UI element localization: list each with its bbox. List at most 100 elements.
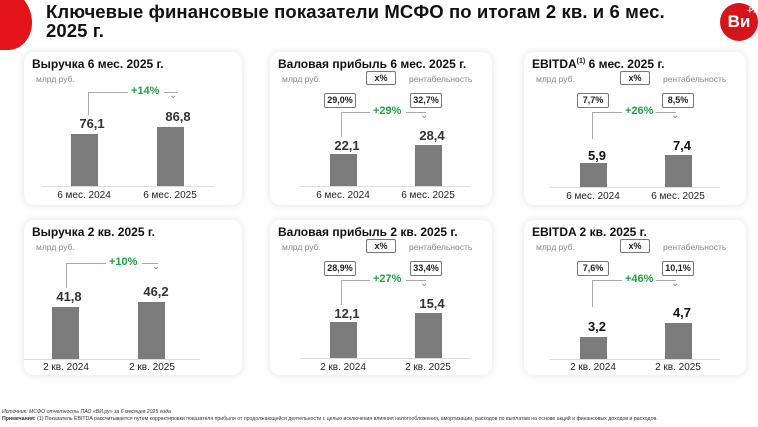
margin-box: 28,9%: [324, 261, 356, 276]
growth-label: +46%: [622, 273, 657, 285]
category-label: 2 кв. 2025: [129, 362, 175, 373]
arrow-down-icon: ⌄: [420, 278, 429, 289]
margin-box: 10,1%: [662, 261, 694, 276]
bar-value: 4,7: [672, 305, 692, 320]
card-ebitda-q2: EBITDA 2 кв. 2025 г. млрд руб. x% рентаб…: [524, 220, 746, 375]
margin-legend-box: x%: [620, 239, 650, 253]
footnote-ref: (1): [576, 58, 586, 65]
margin-box: 29,0%: [324, 93, 356, 108]
growth-label: +26%: [622, 105, 657, 117]
growth-label: +10%: [106, 256, 141, 268]
arrow-down-icon: ⌄: [671, 110, 680, 121]
brand-logo: Ви .ру: [720, 3, 758, 41]
card-title-rest: 6 мес. 2025 г.: [585, 57, 665, 71]
growth-bracket: [592, 280, 623, 307]
card-title: EBITDA 2 кв. 2025 г.: [532, 225, 647, 239]
source-text: Источник: МСФО отчетность ПАО «ВИ.ру» за…: [2, 409, 171, 415]
margin-legend-box: x%: [620, 71, 650, 85]
bar-value: 41,8: [56, 289, 82, 304]
bar: [415, 145, 442, 186]
growth-bracket: [66, 263, 107, 288]
category-label: 6 мес. 2024: [316, 190, 370, 201]
bar: [157, 127, 184, 186]
margin-legend-label: рентабельность: [663, 74, 727, 84]
category-label: 6 мес. 2025: [401, 190, 455, 201]
unit-label: млрд руб.: [536, 242, 575, 252]
card-gross-profit-q2: Валовая прибыль 2 кв. 2025 г. млрд руб. …: [270, 220, 492, 375]
arrow-down-icon: ⌄: [169, 90, 178, 101]
logo-text: Ви: [727, 12, 751, 31]
footer-notes: Примечания: (1) Показатель EBITDA рассчи…: [2, 416, 658, 422]
bar-value: 5,9: [587, 148, 607, 163]
bar-value: 28,4: [419, 128, 445, 143]
card-gross-profit-6m: Валовая прибыль 6 мес. 2025 г. млрд руб.…: [270, 52, 492, 205]
arrow-down-icon: ⌄: [420, 110, 429, 121]
growth-label: +14%: [128, 85, 163, 97]
x-axis: [24, 359, 200, 360]
arrow-down-icon: ⌄: [671, 278, 680, 289]
bar-value: 22,1: [334, 138, 360, 153]
logo-suffix: .ру: [746, 6, 757, 13]
bar-value: 15,4: [419, 296, 445, 311]
page-title: Ключевые финансовые показатели МСФО по и…: [46, 1, 665, 41]
notes-text: (1) Показатель EBITDA рассчитывается пут…: [35, 416, 658, 422]
margin-box: 33,4%: [410, 261, 442, 276]
growth-bracket-right: [656, 112, 676, 113]
card-title-main: EBITDA: [532, 57, 577, 71]
category-label: 2 кв. 2024: [570, 362, 616, 373]
bar-value: 46,2: [143, 284, 169, 299]
brand-shape: [0, 0, 32, 50]
growth-bracket-right: [656, 280, 676, 281]
bar: [580, 163, 607, 187]
growth-bracket: [341, 112, 372, 137]
growth-label: +27%: [370, 273, 405, 285]
category-label: 2 кв. 2024: [43, 362, 89, 373]
bar-value: 12,1: [334, 306, 360, 321]
notes-label: Примечания:: [2, 416, 36, 422]
growth-bracket-right: [142, 263, 158, 264]
bar: [52, 307, 79, 359]
unit-label: млрд руб.: [536, 74, 575, 84]
unit-label: млрд руб.: [282, 242, 321, 252]
card-revenue-q2: Выручка 2 кв. 2025 г. млрд руб. ⌄ +10% 4…: [24, 220, 242, 375]
category-label: 6 мес. 2025: [651, 191, 705, 202]
footer-source: Источник: МСФО отчетность ПАО «ВИ.ру» за…: [2, 409, 171, 415]
card-title: Валовая прибыль 2 кв. 2025 г.: [278, 225, 458, 239]
unit-label: млрд руб.: [282, 74, 321, 84]
category-label: 2 кв. 2025: [405, 362, 451, 373]
bar: [580, 337, 607, 359]
growth-bracket: [341, 280, 372, 305]
margin-box: 7,7%: [577, 93, 609, 108]
bar-value: 7,4: [672, 138, 692, 153]
card-ebitda-6m: EBITDA(1) 6 мес. 2025 г. млрд руб. x% ре…: [524, 52, 746, 205]
unit-label: млрд руб.: [36, 242, 75, 252]
unit-label: млрд руб.: [36, 74, 75, 84]
bar: [330, 322, 357, 358]
card-revenue-6m: Выручка 6 мес. 2025 г. млрд руб. ⌄ +14% …: [24, 52, 242, 205]
margin-box: 32,7%: [410, 93, 442, 108]
arrow-down-icon: ⌄: [152, 261, 161, 272]
category-label: 2 кв. 2025: [655, 362, 701, 373]
card-title: Валовая прибыль 6 мес. 2025 г.: [278, 57, 467, 71]
x-axis: [42, 186, 214, 187]
bar: [330, 154, 357, 186]
card-title: EBITDA(1) 6 мес. 2025 г.: [532, 57, 664, 71]
margin-legend-label: рентабельность: [409, 242, 473, 252]
margin-legend-label: рентабельность: [409, 74, 473, 84]
card-title: Выручка 2 кв. 2025 г.: [32, 225, 155, 239]
margin-box: 8,5%: [662, 93, 694, 108]
growth-bracket: [88, 92, 129, 115]
bar: [665, 323, 692, 359]
growth-label: +29%: [370, 105, 405, 117]
bar: [415, 313, 442, 358]
margin-box: 7,6%: [577, 261, 609, 276]
bar-value: 76,1: [79, 116, 105, 131]
margin-legend-box: x%: [366, 71, 396, 85]
growth-bracket-right: [164, 92, 178, 93]
card-title: Выручка 6 мес. 2025 г.: [32, 57, 164, 71]
category-label: 6 мес. 2024: [566, 191, 620, 202]
growth-bracket-right: [406, 280, 426, 281]
x-axis: [550, 187, 720, 188]
category-label: 6 мес. 2024: [57, 190, 111, 201]
x-axis: [300, 358, 470, 359]
